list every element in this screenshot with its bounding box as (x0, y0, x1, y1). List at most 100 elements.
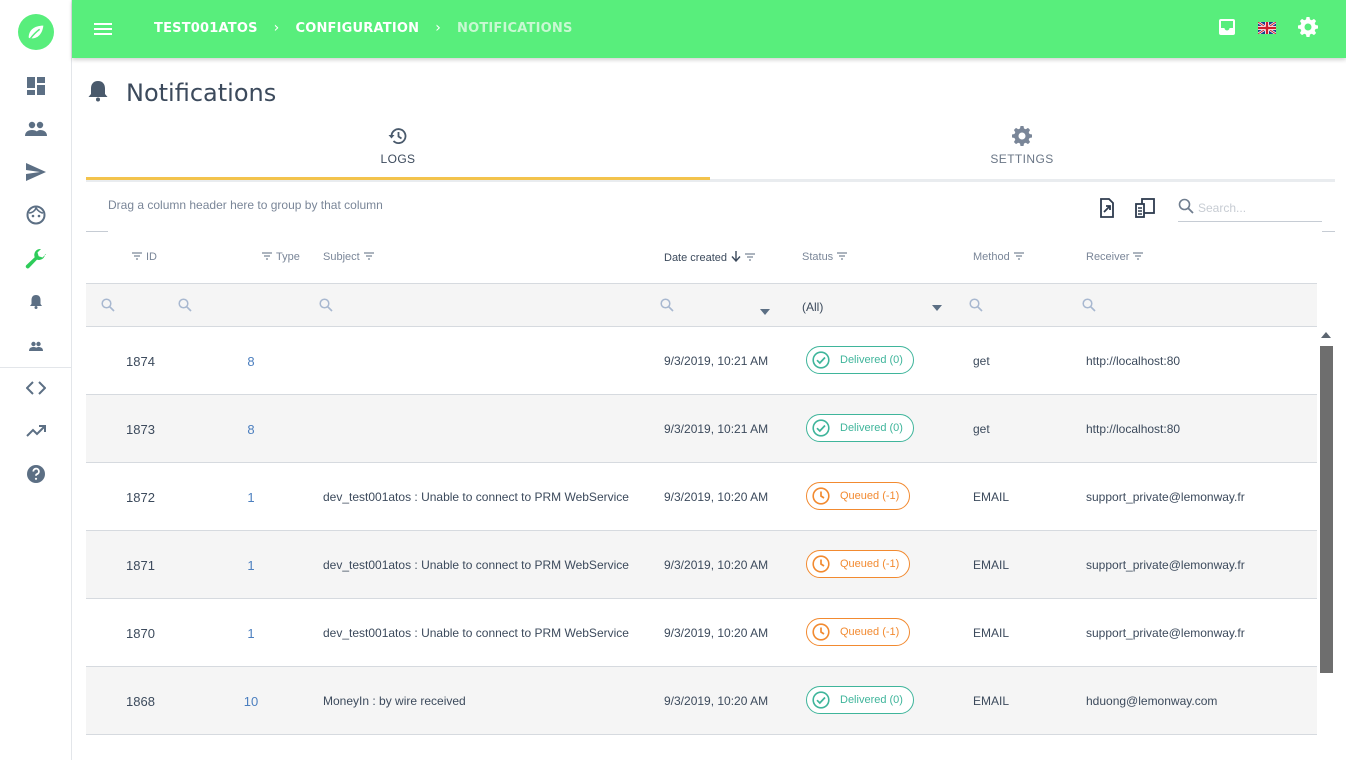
cell-type[interactable]: 8 (247, 354, 255, 369)
cell-id: 1871 (126, 558, 155, 573)
cell-type[interactable]: 1 (247, 558, 255, 573)
sidebar (0, 0, 72, 760)
table-row[interactable]: 1873 8 9/3/2019, 10:21 AM Delivered (0) get h… (86, 395, 1317, 463)
scroll-up-arrow[interactable] (1321, 332, 1331, 338)
table-row[interactable]: 1868 10 MoneyIn : by wire received 9/3/2019… (86, 667, 1317, 735)
history-icon (388, 126, 408, 146)
column-chooser-icon[interactable] (1133, 196, 1157, 225)
cell-type[interactable]: 1 (247, 490, 255, 505)
table-row[interactable]: 1874 8 9/3/2019, 10:21 AM Delivered (0) get h… (86, 327, 1317, 395)
app-logo[interactable] (18, 14, 54, 50)
grid-search-input[interactable] (1198, 201, 1318, 215)
cell-id: 1872 (126, 490, 155, 505)
filter-icon[interactable] (1133, 251, 1144, 263)
code-icon[interactable] (24, 376, 48, 400)
dashboard-icon[interactable] (24, 74, 48, 98)
help-icon[interactable] (24, 462, 48, 486)
group-panel-hint[interactable]: Drag a column header here to group by th… (108, 198, 383, 212)
send-icon[interactable] (24, 160, 48, 184)
cell-id: 1868 (126, 694, 155, 709)
cell-receiver: http://localhost:80 (1086, 354, 1181, 368)
table-row[interactable]: 1872 1 dev_test001atos : Unable to connect… (86, 463, 1317, 531)
filter-date-search-icon[interactable] (660, 298, 674, 317)
column-header-date-created[interactable]: Date created (664, 251, 755, 265)
cell-id: 1873 (126, 422, 155, 437)
column-header-status-label: Status (802, 251, 834, 263)
breadcrumb-item-configuration[interactable]: CONFIGURATION (295, 20, 420, 36)
bell-icon[interactable] (24, 290, 48, 314)
filter-method-search-icon[interactable] (969, 298, 983, 317)
status-label: Queued (-1) (840, 626, 900, 638)
wrench-icon[interactable] (24, 247, 48, 271)
tab-logs-label: LOGS (380, 152, 416, 166)
filter-receiver-search-icon[interactable] (1082, 298, 1096, 317)
trending-icon[interactable] (24, 419, 48, 443)
filter-icon[interactable] (262, 251, 272, 263)
column-header-method[interactable]: Method (973, 251, 1024, 263)
check-circle-icon (812, 419, 840, 437)
filter-status-value: (All) (802, 300, 824, 314)
tab-settings-label: SETTINGS (990, 152, 1054, 166)
settings-gear-icon[interactable] (1298, 17, 1318, 42)
column-header-status[interactable]: Status (802, 251, 848, 263)
filter-icon[interactable] (744, 252, 755, 264)
filter-id-search-icon[interactable] (101, 298, 115, 317)
page-title: Notifications (126, 78, 277, 107)
cell-type[interactable]: 10 (243, 694, 259, 709)
page-header: Notifications (88, 78, 276, 107)
breadcrumb-item-test001atos[interactable]: TEST001ATOS (154, 20, 258, 36)
hamburger-menu-icon[interactable] (94, 18, 116, 40)
status-label: Delivered (0) (840, 354, 903, 366)
cell-subject: dev_test001atos : Unable to connect to P… (323, 490, 629, 504)
column-header-receiver[interactable]: Receiver (1086, 251, 1144, 263)
filter-icon[interactable] (132, 251, 142, 263)
group-icon[interactable] (24, 334, 48, 358)
breadcrumb: TEST001ATOS › CONFIGURATION › NOTIFICATI… (154, 20, 573, 36)
status-badge: Queued (-1) (806, 550, 911, 578)
filter-type-search-icon[interactable] (178, 298, 192, 317)
vertical-scrollbar-thumb[interactable] (1320, 346, 1333, 673)
grid-search-box (1178, 195, 1322, 222)
cell-type[interactable]: 1 (247, 626, 255, 641)
cell-date-created: 9/3/2019, 10:21 AM (664, 354, 769, 368)
table-row[interactable]: 1870 1 dev_test001atos : Unable to connect… (86, 599, 1317, 667)
filter-icon[interactable] (1013, 251, 1024, 263)
column-header-type[interactable]: Type (262, 251, 300, 263)
status-badge: Delivered (0) (806, 414, 914, 442)
breadcrumb-item-notifications: NOTIFICATIONS (457, 20, 573, 36)
export-icon[interactable] (1095, 196, 1119, 225)
filter-icon[interactable] (837, 251, 848, 263)
search-icon (1178, 198, 1194, 219)
column-header-subject[interactable]: Subject (323, 251, 374, 263)
sort-descending-icon (731, 251, 741, 265)
leaf-icon (28, 25, 44, 39)
face-icon[interactable] (24, 203, 48, 227)
cell-method: EMAIL (973, 626, 1010, 640)
cell-method: EMAIL (973, 490, 1010, 504)
cell-subject: MoneyIn : by wire received (323, 694, 466, 708)
cell-subject: dev_test001atos : Unable to connect to P… (323, 558, 629, 572)
status-label: Queued (-1) (840, 490, 900, 502)
status-badge: Delivered (0) (806, 346, 914, 374)
cell-type[interactable]: 8 (247, 422, 255, 437)
inbox-icon[interactable] (1218, 18, 1236, 41)
filter-date-dropdown-icon[interactable] (760, 302, 770, 320)
people-icon[interactable] (24, 117, 48, 141)
column-header-id[interactable]: ID (132, 251, 157, 263)
tab-logs[interactable]: LOGS (86, 120, 710, 180)
filter-status-select[interactable]: (All) (802, 300, 942, 314)
column-header-receiver-label: Receiver (1086, 251, 1130, 263)
filter-subject-search-icon[interactable] (319, 298, 333, 317)
cell-date-created: 9/3/2019, 10:20 AM (664, 626, 769, 640)
filter-icon[interactable] (363, 251, 374, 263)
table-row[interactable]: 1871 1 dev_test001atos : Unable to connect… (86, 531, 1317, 599)
column-header-date-label: Date created (664, 252, 727, 264)
cell-method: EMAIL (973, 558, 1010, 572)
status-label: Delivered (0) (840, 422, 903, 434)
tab-settings[interactable]: SETTINGS (710, 120, 1334, 180)
column-header-subject-label: Subject (323, 251, 360, 263)
uk-flag-icon[interactable] (1257, 20, 1277, 39)
cell-date-created: 9/3/2019, 10:21 AM (664, 422, 769, 436)
cell-receiver: http://localhost:80 (1086, 422, 1181, 436)
grid-body: 1874 8 9/3/2019, 10:21 AM Delivered (0) get h… (86, 327, 1317, 735)
